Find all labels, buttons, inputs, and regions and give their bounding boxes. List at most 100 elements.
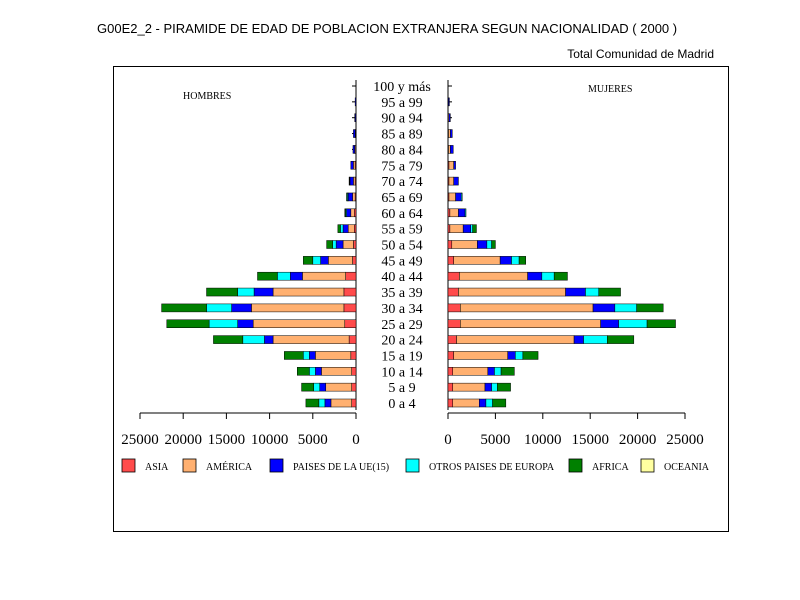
men-bar-segment [330, 398, 352, 408]
women-bar-segment [448, 145, 451, 154]
women-bar-segment [447, 224, 451, 233]
women-bar-segment [448, 161, 454, 170]
men-bar-segment [251, 303, 345, 313]
men-axis-tick-label: 15000 [208, 432, 246, 448]
men-bar-segment [350, 351, 357, 360]
page-subtitle: Total Comunidad de Madrid [567, 47, 714, 61]
men-bar-segment [237, 319, 254, 328]
women-axis-tick-label: 0 [444, 432, 452, 448]
category-label: 5 a 9 [388, 381, 415, 396]
women-axis-tick-label: 25000 [666, 432, 704, 448]
women-bar-segment [447, 240, 453, 249]
men-bar-segment [303, 351, 310, 360]
men-bar-segment [272, 335, 350, 344]
legend-label: OTROS PAISES DE EUROPA [429, 462, 555, 473]
women-bar-segment [485, 398, 493, 408]
women-bar-segment [460, 319, 601, 328]
category-label: 0 a 4 [388, 397, 415, 412]
women-bar-segment [464, 208, 467, 218]
legend-swatch [121, 458, 136, 473]
women-bar-segment [459, 271, 528, 281]
men-axis-tick-label: 0 [352, 432, 360, 448]
men-bar-segment [208, 319, 238, 328]
page-title: G00E2_2 - PIRAMIDE DE EDAD DE POBLACION … [97, 21, 678, 36]
women-bar-segment [472, 224, 477, 233]
women-bar-segment [600, 319, 619, 328]
women-bar-segment [497, 382, 511, 392]
men-bar-segment [350, 161, 354, 170]
men-bar-segment [264, 335, 274, 344]
women-bar-segment [499, 256, 512, 265]
women-bar-segment [458, 287, 566, 297]
men-bar-segment [302, 271, 346, 281]
women-bar-segment [541, 271, 555, 281]
men-bar-segment [349, 176, 354, 186]
women-bar-segment [515, 351, 524, 360]
men-bar-segment [351, 382, 357, 392]
men-bar-segment [284, 351, 304, 360]
women-bar-segment [565, 287, 586, 297]
category-label: 30 a 34 [381, 302, 422, 317]
category-label: 45 a 49 [381, 254, 422, 269]
men-bar-segment [342, 224, 349, 233]
legend-label: ASIA [145, 462, 169, 473]
women-bar-segment [452, 382, 486, 392]
legend-label: AFRICA [592, 462, 629, 473]
men-bar-segment [213, 335, 244, 344]
women-bar-segment [491, 382, 498, 392]
women-bar-segment [511, 256, 520, 265]
women-bar-segment [452, 398, 480, 408]
women-bar-segment [448, 176, 454, 186]
women-bar-segment [453, 176, 459, 186]
legend-swatch [405, 458, 420, 473]
women-bar-segment [461, 192, 463, 202]
men-bar-segment [303, 256, 314, 265]
men-bar-segment [343, 303, 357, 313]
women-bar-segment [447, 335, 457, 344]
legend-swatch [269, 458, 284, 473]
men-bar-segment [315, 367, 322, 376]
men-bar-segment [353, 129, 356, 138]
women-bar-segment [447, 271, 460, 281]
men-bar-segment [296, 367, 310, 376]
women-bar-segment [447, 382, 453, 392]
women-bar-segment [614, 303, 637, 313]
women-bar-segment [451, 240, 478, 249]
men-bar-segment [252, 319, 346, 328]
men-bar-segment [301, 382, 314, 392]
men-bar-segment [348, 335, 357, 344]
women-bar-segment [470, 224, 473, 233]
women-bar-segment [458, 208, 466, 218]
women-bar-segment [585, 287, 599, 297]
men-bar-segment [354, 208, 357, 218]
women-bar-segment [592, 303, 616, 313]
men-bar-segment [346, 208, 352, 218]
men-bar-segment [332, 240, 337, 249]
men-bar-segment [253, 287, 274, 297]
women-bar-segment [448, 192, 456, 202]
men-bar-segment [257, 271, 278, 281]
men-bar-segment [320, 256, 329, 265]
men-bar-segment [340, 224, 344, 233]
men-bar-segment [328, 256, 353, 265]
men-bar-segment [242, 335, 265, 344]
men-bar-segment [166, 319, 210, 328]
men-axis-tick-label: 5000 [298, 432, 328, 448]
category-label: 35 a 39 [381, 286, 422, 301]
men-bar-segment [324, 398, 332, 408]
women-bar-segment [447, 287, 459, 297]
men-bar-segment [237, 287, 255, 297]
category-label: 40 a 44 [381, 270, 422, 285]
men-bar-segment [206, 303, 232, 313]
women-bar-segment [507, 351, 516, 360]
women-bar-segment [460, 303, 594, 313]
category-label: 15 a 19 [381, 349, 422, 364]
men-bar-segment [352, 192, 356, 202]
women-axis-tick-label: 5000 [480, 432, 510, 448]
legend-swatch [182, 458, 197, 473]
men-bar-segment [315, 351, 352, 360]
men-bar-segment [347, 224, 355, 233]
women-bar-segment [450, 129, 453, 138]
women-axis-tick-label: 10000 [524, 432, 562, 448]
women-bar-segment [573, 335, 584, 344]
